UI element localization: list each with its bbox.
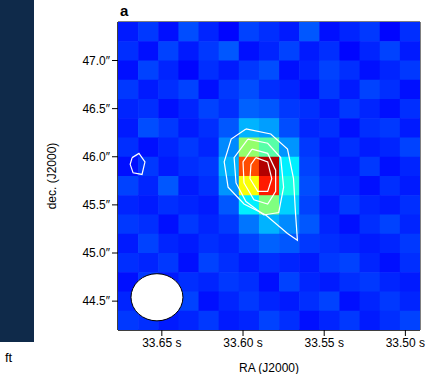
- svg-text:46.0″: 46.0″: [82, 150, 110, 164]
- svg-text:RA (J2000): RA (J2000): [239, 361, 299, 374]
- svg-text:45.5″: 45.5″: [82, 198, 110, 212]
- svg-text:33.50 s: 33.50 s: [386, 336, 425, 350]
- svg-text:45.0″: 45.0″: [82, 246, 110, 260]
- svg-text:33.65 s: 33.65 s: [142, 336, 181, 350]
- svg-text:44.5″: 44.5″: [82, 294, 110, 308]
- html-text:a: a: [120, 2, 129, 19]
- html-text:ft: ft: [5, 350, 13, 365]
- svg-text:33.55 s: 33.55 s: [305, 336, 344, 350]
- svg-text:46.5″: 46.5″: [82, 102, 110, 116]
- svg-text:dec. (J2000): dec. (J2000): [45, 143, 59, 210]
- svg-text:47.0″: 47.0″: [82, 54, 110, 68]
- svg-text:33.60 s: 33.60 s: [223, 336, 262, 350]
